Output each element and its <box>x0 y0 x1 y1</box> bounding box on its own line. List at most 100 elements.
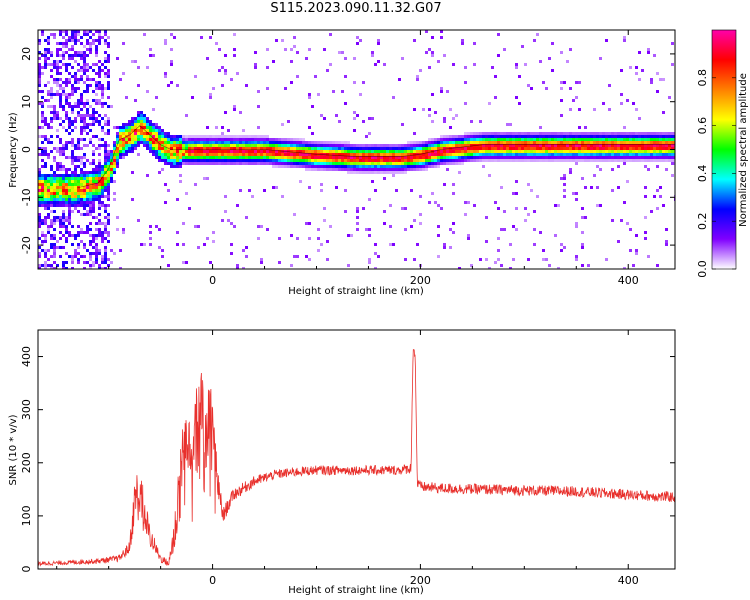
heatmap-cell <box>563 132 566 135</box>
heatmap-cell <box>365 135 368 138</box>
heatmap-cell <box>569 135 572 138</box>
heatmap-cell <box>380 159 383 162</box>
heatmap-cell <box>80 156 83 159</box>
heatmap-cell <box>635 138 638 141</box>
heatmap-cell <box>95 258 98 261</box>
heatmap-cell <box>362 156 365 159</box>
colorbar-tick-label: 0.8 <box>696 69 709 87</box>
heatmap-cell <box>452 222 455 225</box>
heatmap-cell <box>533 156 536 159</box>
heatmap-cell <box>218 135 221 138</box>
heatmap-cell <box>92 204 95 207</box>
heatmap-cell <box>89 180 92 183</box>
heatmap-cell <box>356 216 359 219</box>
heatmap-cell <box>164 144 167 147</box>
heatmap-cell <box>410 189 413 192</box>
heatmap-cell <box>533 39 536 42</box>
heatmap-cell <box>215 135 218 138</box>
heatmap-cell <box>68 120 71 123</box>
heatmap-cell <box>80 213 83 216</box>
heatmap-cell <box>59 246 62 249</box>
heatmap-cell <box>47 93 50 96</box>
heatmap-cell <box>77 51 80 54</box>
heatmap-cell <box>230 78 233 81</box>
heatmap-cell <box>608 135 611 138</box>
heatmap-cell <box>569 156 572 159</box>
heatmap-cell <box>101 180 104 183</box>
heatmap-cell <box>608 150 611 153</box>
heatmap-cell <box>74 195 77 198</box>
heatmap-cell <box>80 108 83 111</box>
heatmap-cell <box>344 102 347 105</box>
heatmap-cell <box>92 201 95 204</box>
heatmap-cell <box>383 156 386 159</box>
heatmap-cell <box>446 159 449 162</box>
heatmap-cell <box>104 30 107 33</box>
heatmap-cell <box>512 138 515 141</box>
heatmap-cell <box>659 147 662 150</box>
heatmap-cell <box>95 84 98 87</box>
heatmap-cell <box>143 129 146 132</box>
x-tick-label: 200 <box>410 274 431 287</box>
heatmap-cell <box>617 135 620 138</box>
heatmap-cell <box>503 132 506 135</box>
heatmap-cell <box>443 120 446 123</box>
heatmap-cell <box>83 153 86 156</box>
heatmap-cell <box>440 36 443 39</box>
heatmap-cell <box>515 150 518 153</box>
heatmap-cell <box>224 72 227 75</box>
heatmap-cell <box>176 231 179 234</box>
x-tick-label: 400 <box>618 274 639 287</box>
heatmap-cell <box>146 174 149 177</box>
heatmap-cell <box>74 159 77 162</box>
heatmap-cell <box>671 42 674 45</box>
heatmap-cell <box>665 150 668 153</box>
heatmap-cell <box>65 84 68 87</box>
heatmap-cell <box>149 123 152 126</box>
heatmap-cell <box>71 36 74 39</box>
heatmap-cell <box>617 156 620 159</box>
heatmap-cell <box>464 81 467 84</box>
heatmap-cell <box>137 129 140 132</box>
heatmap-cell <box>86 126 89 129</box>
heatmap-cell <box>137 219 140 222</box>
heatmap-cell <box>434 201 437 204</box>
heatmap-cell <box>83 207 86 210</box>
heatmap-cell <box>488 174 491 177</box>
heatmap-cell <box>377 150 380 153</box>
heatmap-cell <box>557 156 560 159</box>
heatmap-cell <box>95 39 98 42</box>
heatmap-cell <box>650 135 653 138</box>
heatmap-cell <box>410 156 413 159</box>
heatmap-cell <box>101 117 104 120</box>
heatmap-cell <box>257 153 260 156</box>
heatmap-cell <box>98 213 101 216</box>
heatmap-cell <box>623 156 626 159</box>
heatmap-cell <box>236 156 239 159</box>
heatmap-cell <box>95 135 98 138</box>
heatmap-cell <box>83 117 86 120</box>
heatmap-cell <box>161 249 164 252</box>
heatmap-cell <box>533 135 536 138</box>
heatmap-cell <box>275 147 278 150</box>
heatmap-cell <box>371 159 374 162</box>
heatmap-cell <box>425 30 428 33</box>
heatmap-cell <box>74 144 77 147</box>
heatmap-cell <box>419 222 422 225</box>
heatmap-cell <box>329 147 332 150</box>
heatmap-cell <box>68 93 71 96</box>
heatmap-cell <box>95 165 98 168</box>
heatmap-cell <box>470 153 473 156</box>
heatmap-cell <box>560 147 563 150</box>
heatmap-cell <box>308 156 311 159</box>
heatmap-cell <box>83 192 86 195</box>
heatmap-cell <box>626 138 629 141</box>
heatmap-cell <box>47 180 50 183</box>
heatmap-cell <box>554 234 557 237</box>
heatmap-cell <box>365 147 368 150</box>
heatmap-cell <box>314 150 317 153</box>
heatmap-cell <box>407 156 410 159</box>
heatmap-cell <box>374 147 377 150</box>
heatmap-cell <box>62 165 65 168</box>
heatmap-cell <box>44 174 47 177</box>
